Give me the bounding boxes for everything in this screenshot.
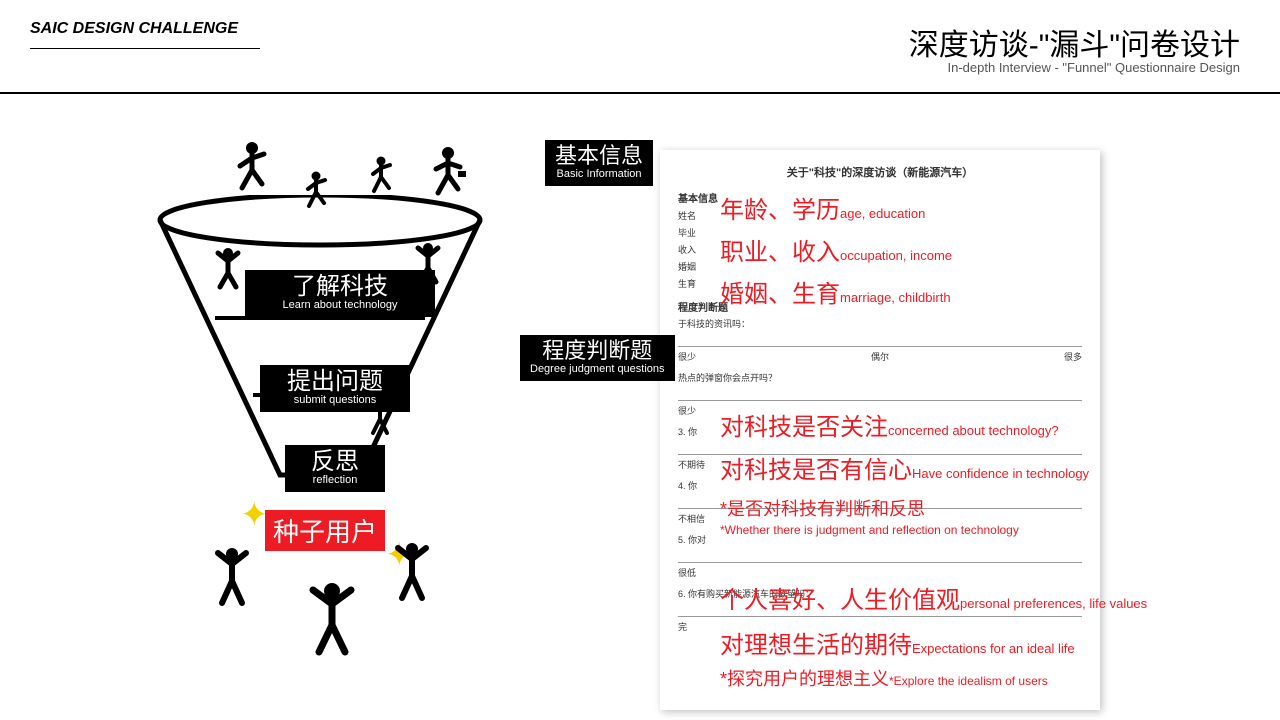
ann-zh: 个人喜好、人生价值观	[720, 587, 960, 614]
annotation: *是否对科技有判断和反思 *Whether there is judgment a…	[720, 495, 1019, 539]
person-icon	[390, 540, 435, 605]
scale-label: 很多	[1064, 350, 1082, 363]
annotation: 个人喜好、人生价值观personal preferences, life val…	[720, 580, 1147, 615]
funnel-label-2-en: submit questions	[270, 395, 400, 406]
annotation: 对理想生活的期待Expectations for an ideal life	[720, 625, 1075, 660]
header-underline	[30, 48, 260, 49]
tag-en: Degree judgment questions	[530, 363, 665, 375]
ann-en: concerned about technology?	[888, 423, 1059, 438]
ann-en: *Explore the idealism of users	[889, 674, 1048, 688]
scale-label: 不相信	[678, 512, 705, 525]
ann-zh: 婚姻、生育	[720, 281, 840, 308]
ann-zh: 职业、收入	[720, 239, 840, 266]
page-title-zh: 深度访谈-"漏斗"问卷设计	[909, 20, 1240, 64]
tag-basic-info: 基本信息 Basic Information	[545, 140, 653, 186]
annotation: *探究用户的理想主义*Explore the idealism of users	[720, 665, 1048, 691]
person-icon	[365, 155, 395, 195]
doc-q: 于科技的资讯吗：	[678, 319, 750, 329]
ann-zh: *探究用户的理想主义	[720, 669, 889, 689]
doc-q: 热点的弹窗你会点开吗？	[678, 373, 777, 383]
doc-field: 收入	[678, 245, 696, 255]
doc-field: 姓名	[678, 211, 696, 221]
doc-title: 关于"科技"的深度访谈（新能源汽车）	[678, 164, 1082, 180]
person-icon	[430, 145, 470, 200]
ann-en: Expectations for an ideal life	[912, 641, 1075, 656]
tag-zh: 基本信息	[555, 144, 643, 168]
doc-q: 3. 你	[678, 427, 697, 437]
funnel-label-1-zh: 了解科技	[255, 274, 425, 300]
person-icon	[230, 140, 270, 195]
ann-en: age, education	[840, 206, 925, 221]
doc-q: 4. 你	[678, 481, 697, 491]
ann-en: occupation, income	[840, 248, 952, 263]
scale-label: 完	[678, 620, 687, 633]
tag-en: Basic Information	[555, 168, 643, 180]
ann-zh: 年龄、学历	[720, 197, 840, 224]
page-title-en: In-depth Interview - "Funnel" Questionna…	[948, 60, 1241, 75]
seed-user-label: 种子用户	[265, 510, 385, 551]
scale-label: 偶尔	[871, 350, 889, 363]
ann-en: *Whether there is judgment and reflectio…	[720, 523, 1019, 537]
person-icon	[210, 545, 255, 610]
scale-label: 很低	[678, 566, 696, 579]
ann-en: personal preferences, life values	[960, 596, 1147, 611]
funnel-label-3: 反思 reflection	[285, 445, 385, 492]
scale-label: 很少	[678, 404, 696, 417]
funnel-label-2-zh: 提出问题	[270, 369, 400, 395]
ann-en: marriage, childbirth	[840, 290, 951, 305]
tag-zh: 程度判断题	[530, 339, 665, 363]
person-icon	[305, 580, 360, 660]
ann-zh: 对科技是否关注	[720, 414, 888, 441]
ann-zh: *是否对科技有判断和反思	[720, 499, 925, 519]
doc-field: 生育	[678, 279, 696, 289]
annotation: 对科技是否有信心Have confidence in technology	[720, 450, 1089, 485]
header-brand: SAIC DESIGN CHALLENGE	[30, 20, 238, 38]
ann-zh: 对科技是否有信心	[720, 457, 912, 484]
funnel-label-3-zh: 反思	[295, 449, 375, 475]
tag-degree: 程度判断题 Degree judgment questions	[520, 335, 675, 381]
annotation: 年龄、学历age, education	[720, 190, 925, 225]
ann-en: Have confidence in technology	[912, 466, 1089, 481]
funnel-label-1-en: Learn about technology	[255, 300, 425, 311]
funnel-label-2: 提出问题 submit questions	[260, 365, 410, 412]
person-icon	[210, 245, 245, 295]
doc-field: 婚姻	[678, 262, 696, 272]
annotation: 职业、收入occupation, income	[720, 232, 952, 267]
doc-field: 毕业	[678, 228, 696, 238]
ann-zh: 对理想生活的期待	[720, 632, 912, 659]
person-icon	[300, 170, 330, 210]
scale-label: 很少	[678, 350, 696, 363]
funnel-label-3-en: reflection	[295, 475, 375, 486]
annotation: 对科技是否关注concerned about technology?	[720, 407, 1059, 442]
doc-q: 5. 你对	[678, 535, 706, 545]
top-divider	[0, 92, 1280, 94]
annotation: 婚姻、生育marriage, childbirth	[720, 274, 951, 309]
scale-label: 不期待	[678, 458, 705, 471]
funnel-diagram: 了解科技 Learn about technology 提出问题 submit …	[150, 140, 530, 700]
funnel-label-1: 了解科技 Learn about technology	[245, 270, 435, 317]
